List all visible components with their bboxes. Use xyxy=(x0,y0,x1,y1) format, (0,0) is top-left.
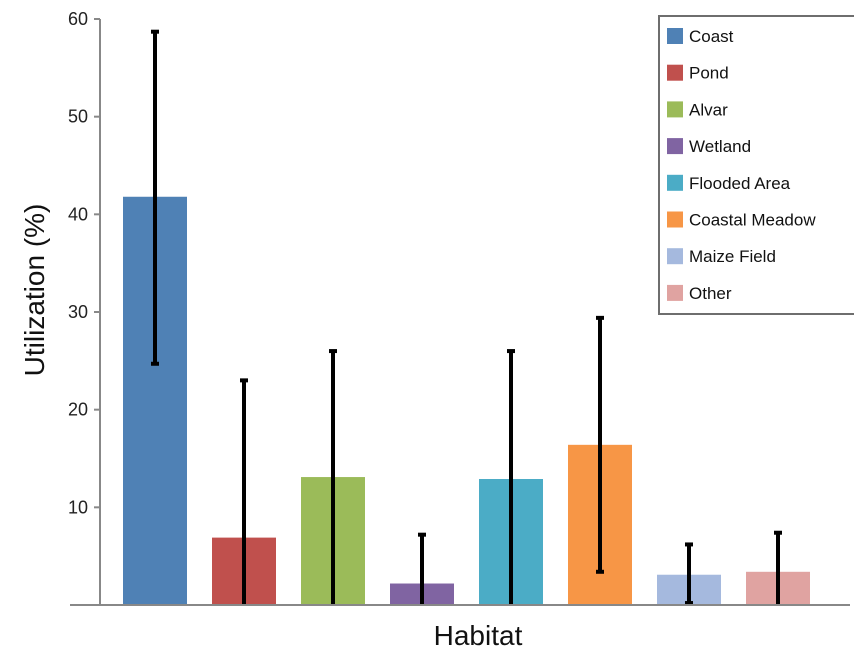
y-axis-ticks: 10 20 30 40 50 60 xyxy=(68,9,100,517)
legend-swatch xyxy=(667,174,683,191)
x-axis-title: Habitat xyxy=(434,620,523,651)
y-tick-label: 60 xyxy=(68,9,88,29)
legend-swatch xyxy=(667,248,683,265)
y-tick-label: 10 xyxy=(68,497,88,517)
legend-label: Alvar xyxy=(689,100,728,119)
legend-label: Coastal Meadow xyxy=(689,211,816,230)
legend-label: Pond xyxy=(689,64,729,83)
legend-box xyxy=(658,15,854,315)
y-tick-label: 40 xyxy=(68,204,88,224)
legend-swatch xyxy=(667,284,683,301)
error-bars xyxy=(151,29,782,606)
legend-swatch xyxy=(667,138,683,155)
y-tick-label: 30 xyxy=(68,302,88,322)
legend-swatch xyxy=(667,28,683,44)
legend-label: Other xyxy=(689,284,732,303)
legend-swatch xyxy=(667,64,683,81)
legend: Coast Pond Alvar Wetland Flooded Area Coastal… xyxy=(658,15,854,315)
legend-label: Wetland xyxy=(689,137,751,156)
legend-swatch xyxy=(667,101,683,118)
legend-label: Maize Field xyxy=(689,247,776,266)
legend-label: Coast xyxy=(689,27,734,46)
y-axis-title: Utilization (%) xyxy=(19,204,50,377)
legend-swatch xyxy=(667,211,683,228)
legend-label: Flooded Area xyxy=(689,174,791,193)
y-tick-label: 20 xyxy=(68,400,88,420)
y-tick-label: 50 xyxy=(68,107,88,127)
